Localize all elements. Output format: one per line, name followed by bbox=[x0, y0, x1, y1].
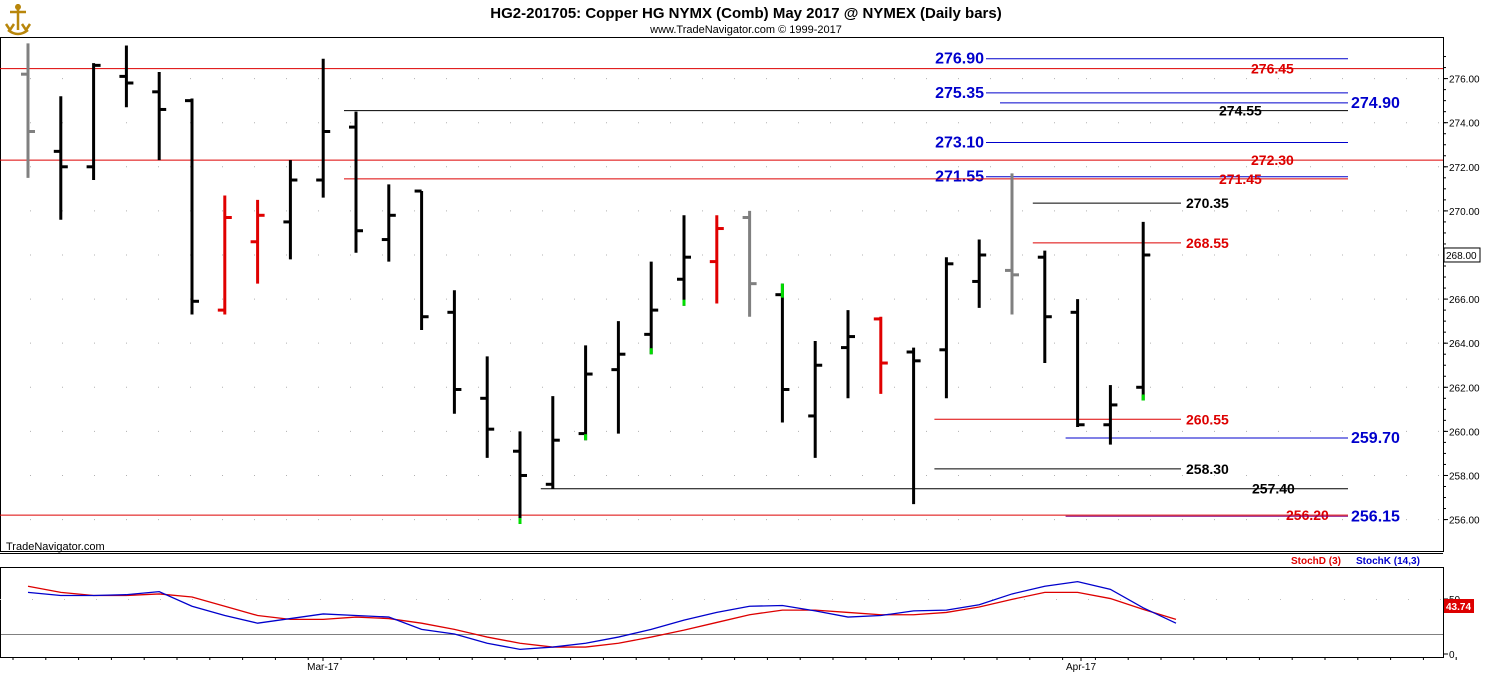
stoch-last-label: 43.74 bbox=[1446, 602, 1471, 613]
price-tick-label: 274.00 bbox=[1449, 119, 1480, 130]
ohlc-bar bbox=[283, 160, 298, 260]
ohlc-bar bbox=[709, 215, 724, 304]
stoch-k-line bbox=[27, 580, 1177, 651]
ohlc-bar bbox=[545, 396, 560, 489]
price-panel-frame bbox=[0, 37, 1444, 552]
ohlc-bar bbox=[316, 58, 331, 198]
ohlc-bar bbox=[513, 431, 527, 524]
price-tick-label: 258.00 bbox=[1449, 471, 1480, 482]
price-tick-label: 272.00 bbox=[1449, 163, 1480, 174]
ohlc-bar bbox=[1070, 299, 1085, 427]
ohlc-bar bbox=[185, 98, 199, 315]
level-label-276-45: 276.45 bbox=[1251, 61, 1294, 77]
price-tick-label: 256.00 bbox=[1449, 516, 1480, 527]
stochastic-panel: 500StochD (3)StochK (14,3)43.74 bbox=[0, 556, 1474, 661]
copyright-text: www.TradeNavigator.com © 1999-2017 bbox=[649, 24, 842, 36]
ohlc-bar bbox=[578, 345, 593, 441]
ohlc-bar bbox=[611, 321, 626, 434]
level-lines: 276.90 276.45 275.35 274.90 274.55 273.10 272.… bbox=[0, 51, 1443, 525]
level-label-256-20: 256.20 bbox=[1286, 507, 1329, 523]
ohlc-bar bbox=[808, 340, 823, 458]
level-label-275-35: 275.35 bbox=[935, 85, 984, 102]
ohlc-bar bbox=[349, 111, 363, 253]
ohlc-bar bbox=[217, 195, 232, 315]
level-label-260-55: 260.55 bbox=[1186, 411, 1229, 427]
level-label-276-90: 276.90 bbox=[935, 51, 984, 68]
level-label-271-45: 271.45 bbox=[1219, 171, 1262, 187]
legend-stoch-d: StochD (3) bbox=[1291, 556, 1341, 567]
price-tick-label: 262.00 bbox=[1449, 383, 1480, 394]
ohlc-bar bbox=[480, 356, 495, 458]
stoch-d-line bbox=[27, 585, 1177, 648]
x-tick-label: Apr-17 bbox=[1066, 662, 1096, 673]
level-label-259-70: 259.70 bbox=[1351, 430, 1400, 447]
ohlc-bar bbox=[742, 210, 757, 317]
level-label-268-55: 268.55 bbox=[1186, 235, 1229, 251]
x-tick-label: Mar-17 bbox=[307, 662, 339, 673]
legend-stoch-k: StochK (14,3) bbox=[1356, 556, 1420, 567]
stoch-tick-label: 0 bbox=[1449, 650, 1455, 661]
ohlc-bar bbox=[1037, 250, 1052, 364]
ohlc-bar bbox=[381, 184, 396, 262]
level-label-273-10: 273.10 bbox=[935, 135, 984, 152]
watermark: TradeNavigator.com bbox=[6, 541, 105, 553]
level-label-271-55: 271.55 bbox=[935, 169, 984, 186]
last-price-label: 268.00 bbox=[1446, 251, 1477, 262]
level-label-257-40: 257.40 bbox=[1252, 481, 1295, 497]
ohlc-bar bbox=[841, 310, 855, 399]
ohlc-bar bbox=[414, 189, 429, 330]
ohlc-bar bbox=[152, 71, 167, 161]
price-tick-label: 266.00 bbox=[1449, 295, 1480, 306]
ohlc-bar bbox=[1005, 173, 1019, 315]
ohlc-bar bbox=[1103, 385, 1118, 445]
chart-title: HG2-201705: Copper HG NYMX (Comb) May 20… bbox=[490, 5, 1001, 22]
ohlc-bar bbox=[447, 290, 462, 414]
ohlc-bar bbox=[873, 316, 888, 394]
level-label-256-15: 256.15 bbox=[1351, 508, 1400, 525]
time-axis: Mar-17 Apr-17 bbox=[12, 657, 1457, 673]
ohlc-bar bbox=[906, 347, 921, 505]
price-tick-label: 276.00 bbox=[1449, 75, 1480, 86]
price-bars bbox=[21, 43, 1151, 524]
ohlc-bar bbox=[250, 199, 265, 284]
ohlc-bar bbox=[21, 43, 35, 178]
stoch-last-box bbox=[1444, 599, 1474, 613]
ohlc-bar bbox=[677, 215, 691, 306]
level-label-270-35: 270.35 bbox=[1186, 195, 1229, 211]
ohlc-bar bbox=[644, 261, 659, 355]
price-tick-label: 264.00 bbox=[1449, 339, 1480, 350]
chart-logo bbox=[4, 4, 32, 36]
level-label-258-30: 258.30 bbox=[1186, 461, 1229, 477]
price-tick-label: 270.00 bbox=[1449, 207, 1480, 218]
ohlc-bar bbox=[119, 45, 134, 108]
price-axis: 276.00 274.00 272.00 270.00 268.00 266.00 264.… bbox=[1443, 56, 1481, 527]
price-tick-label: 260.00 bbox=[1449, 427, 1480, 438]
ohlc-bar bbox=[775, 283, 790, 423]
last-price-box bbox=[1443, 247, 1481, 263]
ohlc-bar bbox=[1136, 221, 1151, 401]
ohlc-bar bbox=[972, 239, 987, 308]
level-label-274-90: 274.90 bbox=[1351, 95, 1400, 112]
ohlc-bar bbox=[86, 63, 101, 181]
level-label-274-55: 274.55 bbox=[1219, 103, 1262, 119]
level-label-272-30: 272.30 bbox=[1251, 152, 1294, 168]
ohlc-bar bbox=[53, 96, 68, 220]
ohlc-bar bbox=[939, 257, 954, 399]
